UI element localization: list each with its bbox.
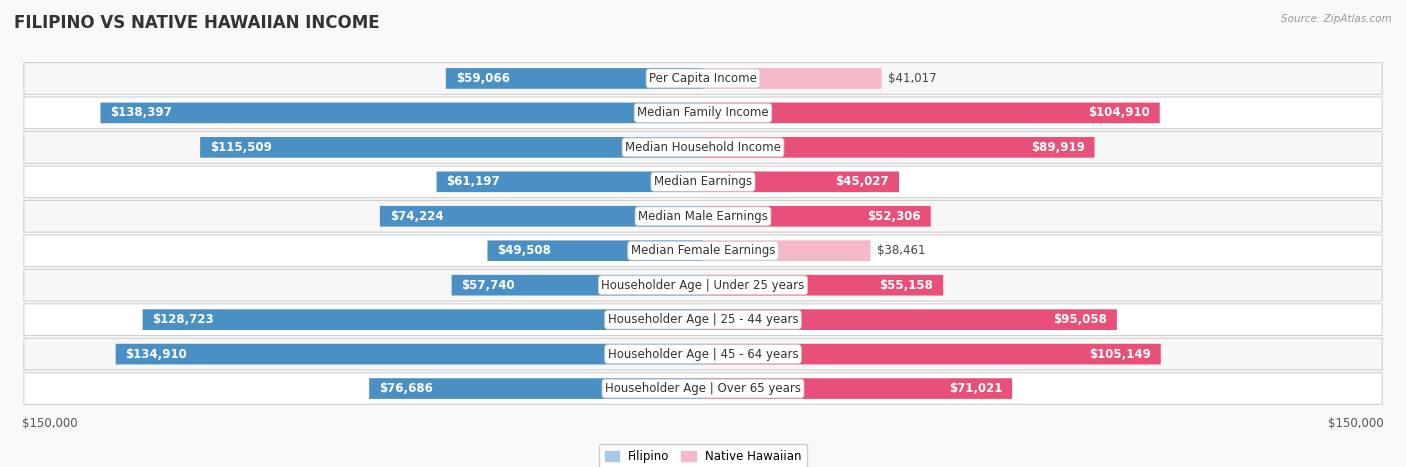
FancyBboxPatch shape [24,200,1382,232]
FancyBboxPatch shape [24,235,1382,267]
FancyBboxPatch shape [703,137,1094,158]
Text: Median Earnings: Median Earnings [654,175,752,188]
FancyBboxPatch shape [24,97,1382,129]
FancyBboxPatch shape [703,68,882,89]
Text: $55,158: $55,158 [880,279,934,292]
FancyBboxPatch shape [703,241,870,261]
Text: $61,197: $61,197 [446,175,501,188]
Text: Source: ZipAtlas.com: Source: ZipAtlas.com [1281,14,1392,24]
FancyBboxPatch shape [24,132,1382,163]
FancyBboxPatch shape [446,68,703,89]
Text: Per Capita Income: Per Capita Income [650,72,756,85]
Text: $95,058: $95,058 [1053,313,1107,326]
Text: $115,509: $115,509 [209,141,271,154]
Text: $89,919: $89,919 [1031,141,1084,154]
FancyBboxPatch shape [488,241,703,261]
FancyBboxPatch shape [200,137,703,158]
FancyBboxPatch shape [703,206,931,226]
FancyBboxPatch shape [24,373,1382,404]
Text: $52,306: $52,306 [868,210,921,223]
Text: Householder Age | Over 65 years: Householder Age | Over 65 years [605,382,801,395]
Text: $74,224: $74,224 [389,210,443,223]
Text: Median Female Earnings: Median Female Earnings [631,244,775,257]
Text: Householder Age | 25 - 44 years: Householder Age | 25 - 44 years [607,313,799,326]
Text: Householder Age | Under 25 years: Householder Age | Under 25 years [602,279,804,292]
Text: $128,723: $128,723 [152,313,214,326]
Text: $71,021: $71,021 [949,382,1002,395]
Text: $38,461: $38,461 [877,244,925,257]
Legend: Filipino, Native Hawaiian: Filipino, Native Hawaiian [599,444,807,467]
Text: FILIPINO VS NATIVE HAWAIIAN INCOME: FILIPINO VS NATIVE HAWAIIAN INCOME [14,14,380,32]
FancyBboxPatch shape [703,275,943,296]
FancyBboxPatch shape [703,103,1160,123]
Text: $105,149: $105,149 [1090,347,1152,361]
Text: Householder Age | 45 - 64 years: Householder Age | 45 - 64 years [607,347,799,361]
FancyBboxPatch shape [142,309,703,330]
FancyBboxPatch shape [100,103,703,123]
Text: $76,686: $76,686 [380,382,433,395]
Text: Median Family Income: Median Family Income [637,106,769,120]
Text: $104,910: $104,910 [1088,106,1150,120]
FancyBboxPatch shape [370,378,703,399]
Text: $57,740: $57,740 [461,279,515,292]
Text: $45,027: $45,027 [835,175,889,188]
Text: $59,066: $59,066 [456,72,509,85]
Text: $134,910: $134,910 [125,347,187,361]
FancyBboxPatch shape [24,166,1382,198]
FancyBboxPatch shape [451,275,703,296]
FancyBboxPatch shape [24,269,1382,301]
FancyBboxPatch shape [380,206,703,226]
Text: Median Household Income: Median Household Income [626,141,780,154]
FancyBboxPatch shape [703,378,1012,399]
Text: $138,397: $138,397 [110,106,172,120]
FancyBboxPatch shape [24,338,1382,370]
FancyBboxPatch shape [437,171,703,192]
Text: $41,017: $41,017 [889,72,936,85]
FancyBboxPatch shape [115,344,703,364]
Text: $49,508: $49,508 [498,244,551,257]
FancyBboxPatch shape [24,63,1382,94]
FancyBboxPatch shape [703,344,1161,364]
FancyBboxPatch shape [24,304,1382,335]
FancyBboxPatch shape [703,309,1116,330]
FancyBboxPatch shape [703,171,898,192]
Text: Median Male Earnings: Median Male Earnings [638,210,768,223]
